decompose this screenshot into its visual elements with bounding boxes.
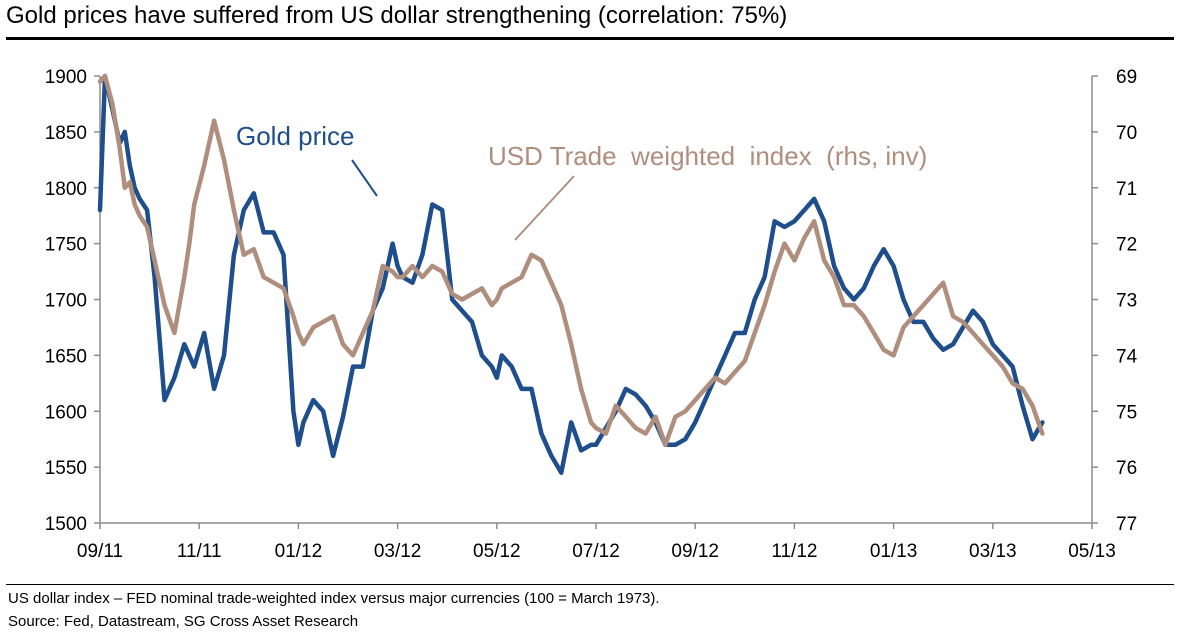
x-tick-label: 11/11: [177, 541, 222, 562]
footer-divider: [6, 584, 1174, 585]
x-tick-label: 07/12: [572, 541, 620, 562]
x-tick-label: 09/12: [671, 541, 719, 562]
axes-group: 1900 1850 1800 1750 1700 1650 1600 1550 1500 69 70…: [45, 67, 1138, 562]
y-right-tick-label: 70: [1116, 123, 1137, 144]
chart-area: 1900 1850 1800 1750 1700 1650 1600 1550 1500 69 70…: [45, 67, 1138, 562]
annotations-group: Gold price USD Trade weighted index (rhs…: [236, 121, 927, 241]
y-right-tick-label: 73: [1116, 291, 1137, 312]
y-right-tick-label: 71: [1116, 179, 1137, 200]
y-left-tick-label: 1850: [45, 123, 87, 144]
gold-price-line: [97, 73, 1045, 475]
series-group: [97, 73, 1045, 475]
usd-annotation-leader: [514, 175, 575, 241]
y-right-tick-label: 69: [1116, 67, 1137, 88]
y-left-tick-label: 1500: [45, 514, 87, 535]
usd-index-line: [97, 73, 1045, 448]
x-tick-label: 01/13: [870, 541, 918, 562]
x-tick-label: 05/12: [473, 541, 521, 562]
y-right-tick-label: 75: [1116, 402, 1137, 423]
y-right-tick-label: 76: [1116, 458, 1137, 479]
y-left-tick-label: 1750: [45, 235, 87, 256]
y-left-tick-label: 1600: [45, 402, 87, 423]
usd-annotation: USD Trade weighted index (rhs, inv): [488, 141, 927, 171]
y-right-tick-label: 77: [1116, 514, 1137, 535]
y-left-tick-label: 1700: [45, 291, 87, 312]
x-tick-label: 01/12: [275, 541, 323, 562]
y-left-tick-label: 1800: [45, 179, 87, 200]
footnote: US dollar index – FED nominal trade-weig…: [8, 590, 660, 607]
x-tick-label: 09/11: [77, 541, 123, 562]
y-right-tick-label: 72: [1116, 235, 1137, 256]
x-tick-label: 11/12: [771, 541, 817, 562]
chart-title: Gold prices have suffered from US dollar…: [6, 2, 788, 29]
gold-annotation: Gold price: [236, 121, 355, 151]
y-right-tick-label: 74: [1116, 346, 1138, 367]
y-left-tick-label: 1550: [45, 458, 87, 479]
gold-annotation-leader: [351, 159, 378, 197]
source-note: Source: Fed, Datastream, SG Cross Asset …: [8, 613, 359, 630]
title-divider: [6, 37, 1174, 40]
y-left-tick-label: 1650: [45, 346, 87, 367]
x-tick-label: 03/13: [969, 541, 1017, 562]
y-left-tick-label: 1900: [45, 67, 87, 88]
x-tick-label: 05/13: [1068, 541, 1116, 562]
x-tick-label: 03/12: [374, 541, 422, 562]
